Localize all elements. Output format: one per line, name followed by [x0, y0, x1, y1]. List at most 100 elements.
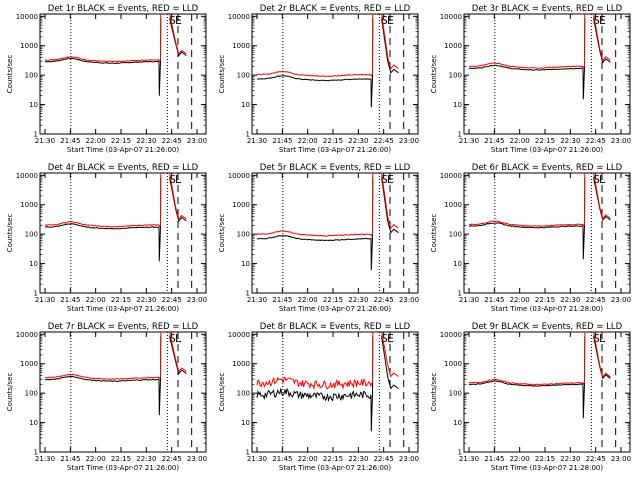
x-tick-label: 23:00	[611, 455, 631, 463]
y-tick-label: 10	[29, 101, 38, 109]
y-tick-label: 10000	[440, 331, 462, 339]
series-lld-line	[44, 331, 162, 381]
x-tick-label: 21:45	[272, 455, 292, 463]
plot-frame	[251, 331, 419, 453]
x-tick-label: 22:30	[348, 137, 368, 145]
marker-label-e: E	[387, 173, 394, 186]
series-events-line	[256, 336, 374, 432]
y-tick-label: 1	[34, 449, 38, 457]
x-axis-label: Start Time (03-Apr-07 21:26:00)	[279, 305, 391, 313]
marker-label-s: S	[593, 14, 600, 27]
chart-panel-8: Det 8r BLACK = Events, RED = LLD 1 10 100 10…	[218, 322, 419, 472]
plot-frame	[463, 331, 631, 453]
x-tick-label: 22:30	[560, 455, 580, 463]
x-tick-label: 22:30	[348, 455, 368, 463]
x-axis-label: Start Time (03-Apr-07 21:26:00)	[279, 146, 391, 154]
x-tick-label: 22:15	[535, 455, 555, 463]
y-tick-label: 1	[458, 449, 462, 457]
chart-panel-4: Det 4r BLACK = Events, RED = LLD 1 10 100 10…	[6, 163, 207, 313]
y-tick-label: 1000	[20, 360, 38, 368]
x-tick-label: 22:45	[162, 296, 182, 304]
chart-title: Det 9r BLACK = Events, RED = LLD	[472, 322, 623, 332]
y-tick-label: 1000	[20, 201, 38, 209]
series-events-line	[468, 336, 586, 419]
x-tick-label: 22:15	[111, 137, 131, 145]
y-axis-label: Counts/sec	[6, 373, 14, 412]
chart-title: Det 7r BLACK = Events, RED = LLD	[48, 322, 199, 332]
chart-title: Det 5r BLACK = Events, RED = LLD	[260, 163, 411, 173]
x-tick-label: 22:00	[86, 296, 106, 304]
x-tick-label: 22:15	[111, 296, 131, 304]
chart-panel-3: Det 3r BLACK = Events, RED = LLD 1 10 100 10…	[430, 4, 631, 154]
x-tick-label: 22:30	[348, 296, 368, 304]
x-tick-label: 23:00	[611, 137, 631, 145]
y-tick-label: 1000	[444, 201, 462, 209]
x-axis-label: Start Time (03-Apr-07 21:26:00)	[67, 305, 179, 313]
y-tick-label: 1	[458, 290, 462, 298]
y-tick-label: 10	[453, 419, 462, 427]
x-tick-label: 23:00	[611, 296, 631, 304]
y-axis-label: Counts/sec	[218, 55, 226, 94]
series-lld-decay	[169, 172, 187, 221]
marker-label-s: S	[381, 332, 388, 345]
x-axis-label: Start Time (03-Apr-07 21:26:00)	[67, 464, 179, 472]
chart-panel-5: Det 5r BLACK = Events, RED = LLD 1 10 100 10…	[218, 163, 419, 313]
x-tick-label: 22:00	[510, 137, 530, 145]
chart-panel-6: Det 6r BLACK = Events, RED = LLD 1 10 100 10…	[430, 163, 631, 313]
series-lld-line	[468, 13, 586, 69]
marker-label-s: S	[169, 173, 176, 186]
y-tick-label: 10000	[440, 13, 462, 21]
series-lld-line	[468, 331, 586, 386]
y-tick-label: 1000	[232, 360, 250, 368]
marker-label-s: S	[169, 14, 176, 27]
y-axis-label: Counts/sec	[6, 214, 14, 253]
x-tick-label: 22:30	[136, 296, 156, 304]
y-tick-label: 10000	[228, 172, 250, 180]
y-tick-label: 10000	[228, 331, 250, 339]
x-tick-label: 22:15	[323, 455, 343, 463]
y-axis-label: Counts/sec	[218, 214, 226, 253]
x-tick-label: 22:00	[298, 455, 318, 463]
x-tick-label: 21:30	[459, 137, 479, 145]
x-axis-label: Start Time (03-Apr-07 21:28:00)	[491, 305, 603, 313]
x-tick-label: 21:45	[60, 455, 80, 463]
x-axis-label: Start Time (03-Apr-07 21:28:00)	[491, 464, 603, 472]
marker-label-s: S	[593, 173, 600, 186]
series-events-line	[44, 177, 162, 262]
x-tick-label: 22:45	[162, 137, 182, 145]
series-lld-line	[44, 13, 162, 63]
chart-title: Det 2r BLACK = Events, RED = LLD	[260, 4, 411, 14]
series-lld-line	[256, 13, 374, 78]
x-tick-label: 21:45	[60, 296, 80, 304]
y-tick-label: 10	[29, 419, 38, 427]
series-events-line	[468, 18, 586, 100]
marker-label-e: E	[599, 14, 606, 27]
marker-label-e: E	[387, 332, 394, 345]
y-tick-label: 10	[29, 260, 38, 268]
plot-frame	[39, 331, 207, 453]
x-tick-label: 22:15	[535, 137, 555, 145]
x-tick-label: 22:30	[136, 137, 156, 145]
y-tick-label: 1	[246, 290, 250, 298]
x-axis-label: Start Time (03-Apr-07 21:26:00)	[491, 146, 603, 154]
y-tick-label: 10	[241, 419, 250, 427]
x-tick-label: 22:30	[136, 455, 156, 463]
series-lld-line	[256, 172, 374, 237]
series-lld-decay	[593, 13, 611, 62]
x-tick-label: 22:45	[374, 137, 394, 145]
chart-panel-9: Det 9r BLACK = Events, RED = LLD 1 10 100 10…	[430, 322, 631, 472]
y-axis-label: Counts/sec	[6, 55, 14, 94]
chart-title: Det 1r BLACK = Events, RED = LLD	[48, 4, 199, 14]
series-events-line	[256, 177, 374, 271]
series-events-line	[44, 336, 162, 416]
series-events-decay	[169, 18, 187, 57]
y-axis-label: Counts/sec	[430, 373, 438, 412]
series-lld-decay	[381, 172, 399, 230]
x-tick-label: 21:45	[484, 455, 504, 463]
marker-label-s: S	[169, 332, 176, 345]
chart-panel-7: Det 7r BLACK = Events, RED = LLD 1 10 100 10…	[6, 322, 207, 472]
x-tick-label: 22:45	[586, 455, 606, 463]
x-tick-label: 21:30	[247, 455, 267, 463]
x-tick-label: 22:15	[111, 455, 131, 463]
x-tick-label: 22:45	[374, 455, 394, 463]
